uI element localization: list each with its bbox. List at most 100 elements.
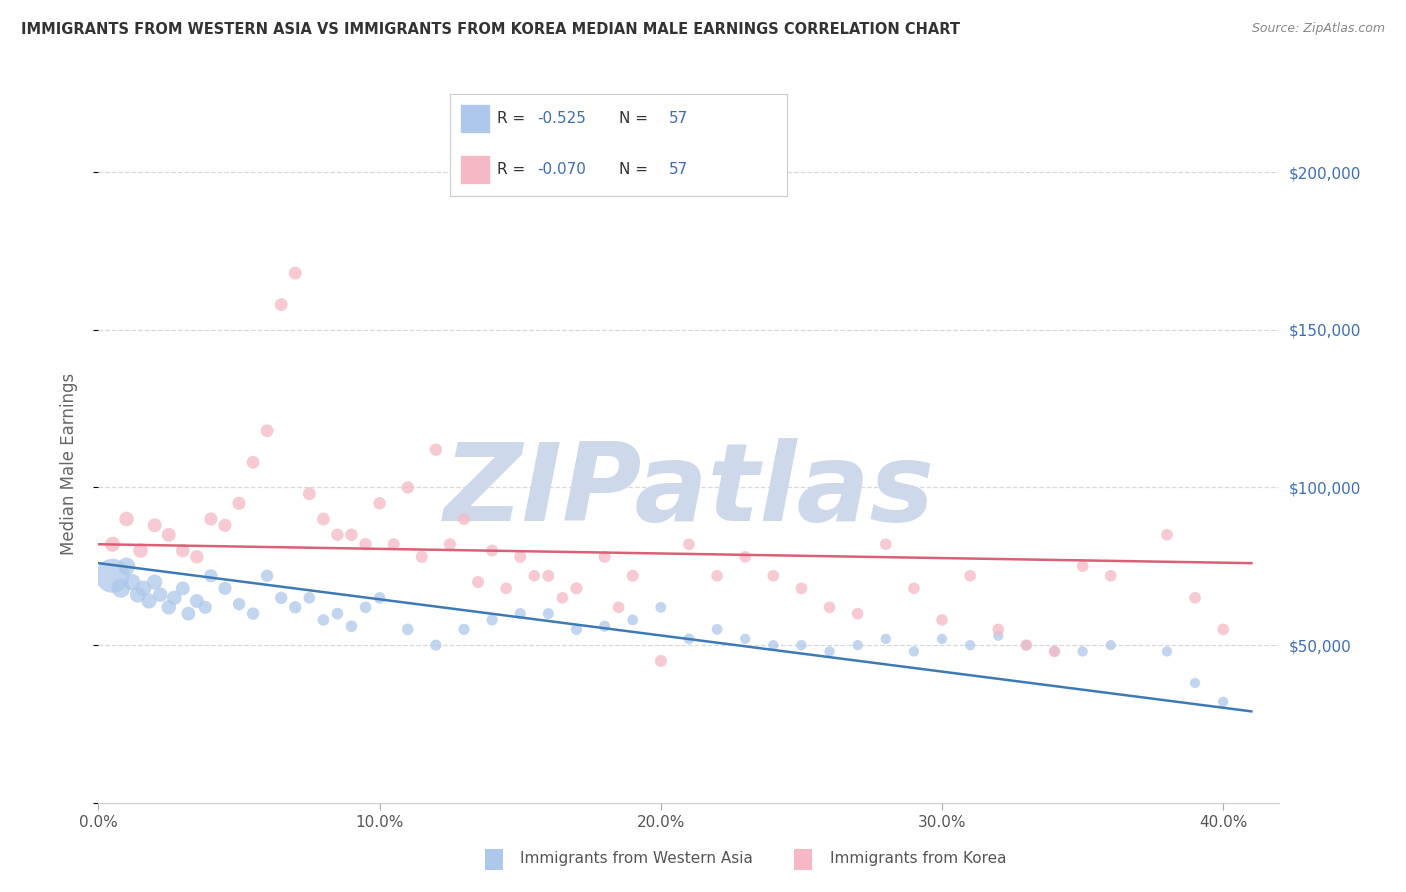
Text: -0.525: -0.525 (537, 111, 586, 126)
Point (396, 623, 419, 637)
Point (1156, 644, 1178, 658)
Point (959, 638, 981, 652)
Point (537, 607, 560, 621)
Text: 57: 57 (669, 111, 689, 126)
Point (931, 613, 953, 627)
Point (551, 591, 574, 605)
Point (453, 512, 475, 526)
Point (650, 600, 672, 615)
Point (1043, 644, 1066, 658)
Y-axis label: Median Male Earnings: Median Male Earnings (59, 373, 77, 555)
Point (987, 629, 1010, 643)
Point (790, 638, 813, 652)
Text: Immigrants from Korea: Immigrants from Korea (830, 851, 1007, 865)
Point (818, 644, 841, 658)
Point (157, 600, 180, 615)
Point (121, 575, 143, 590)
Point (1099, 568, 1122, 582)
Point (790, 582, 813, 596)
Point (256, 568, 278, 582)
Point (903, 644, 925, 658)
Text: 57: 57 (669, 162, 689, 178)
Point (157, 528, 180, 542)
Point (270, 297, 292, 311)
Point (143, 575, 166, 590)
Point (734, 632, 756, 646)
Point (312, 512, 335, 526)
Point (481, 613, 503, 627)
Point (706, 623, 728, 637)
Point (326, 528, 349, 542)
Point (110, 582, 132, 596)
Point (425, 638, 447, 652)
Point (762, 568, 785, 582)
Point (194, 600, 217, 615)
Point (453, 623, 475, 637)
Point (846, 638, 869, 652)
Point (101, 568, 124, 582)
Point (1184, 676, 1206, 690)
Bar (460, 104, 491, 133)
Point (523, 568, 546, 582)
Point (481, 543, 503, 558)
Point (509, 607, 531, 621)
Point (931, 632, 953, 646)
Point (1156, 528, 1178, 542)
Text: Source: ZipAtlas.com: Source: ZipAtlas.com (1251, 22, 1385, 36)
Point (256, 424, 278, 438)
Point (132, 582, 155, 596)
Point (734, 549, 756, 564)
Point (650, 654, 672, 668)
Point (987, 623, 1010, 637)
Point (312, 613, 335, 627)
Text: R =: R = (498, 111, 530, 126)
Point (593, 619, 616, 633)
Text: ZIPatlas: ZIPatlas (443, 438, 935, 544)
Point (818, 600, 841, 615)
Point (425, 442, 447, 457)
Point (495, 582, 517, 596)
Point (368, 591, 391, 605)
Point (678, 632, 700, 646)
Point (200, 512, 222, 526)
Text: N =: N = (619, 162, 652, 178)
Point (172, 543, 194, 558)
Point (411, 549, 433, 564)
Point (143, 518, 166, 533)
Point (186, 594, 208, 608)
Point (1043, 644, 1066, 658)
Text: -0.070: -0.070 (537, 162, 586, 178)
Point (270, 591, 292, 605)
Point (101, 537, 124, 551)
Point (298, 487, 321, 501)
Point (138, 594, 160, 608)
Point (621, 568, 644, 582)
Point (228, 597, 250, 611)
Point (875, 537, 897, 551)
Point (354, 537, 377, 551)
Point (846, 607, 869, 621)
Point (678, 537, 700, 551)
Bar (460, 155, 491, 184)
Point (467, 575, 489, 590)
Point (172, 582, 194, 596)
Point (242, 455, 264, 469)
Text: Immigrants from Western Asia: Immigrants from Western Asia (520, 851, 754, 865)
Point (439, 537, 461, 551)
Point (163, 591, 186, 605)
Point (621, 613, 644, 627)
Point (1099, 638, 1122, 652)
Point (214, 582, 236, 596)
Point (115, 512, 138, 526)
Point (959, 568, 981, 582)
Point (565, 582, 588, 596)
Point (382, 537, 405, 551)
Point (607, 600, 630, 615)
Text: R =: R = (498, 162, 530, 178)
Point (284, 266, 307, 280)
Point (1071, 559, 1094, 574)
Point (200, 568, 222, 582)
Point (593, 549, 616, 564)
Point (565, 623, 588, 637)
Point (326, 607, 349, 621)
